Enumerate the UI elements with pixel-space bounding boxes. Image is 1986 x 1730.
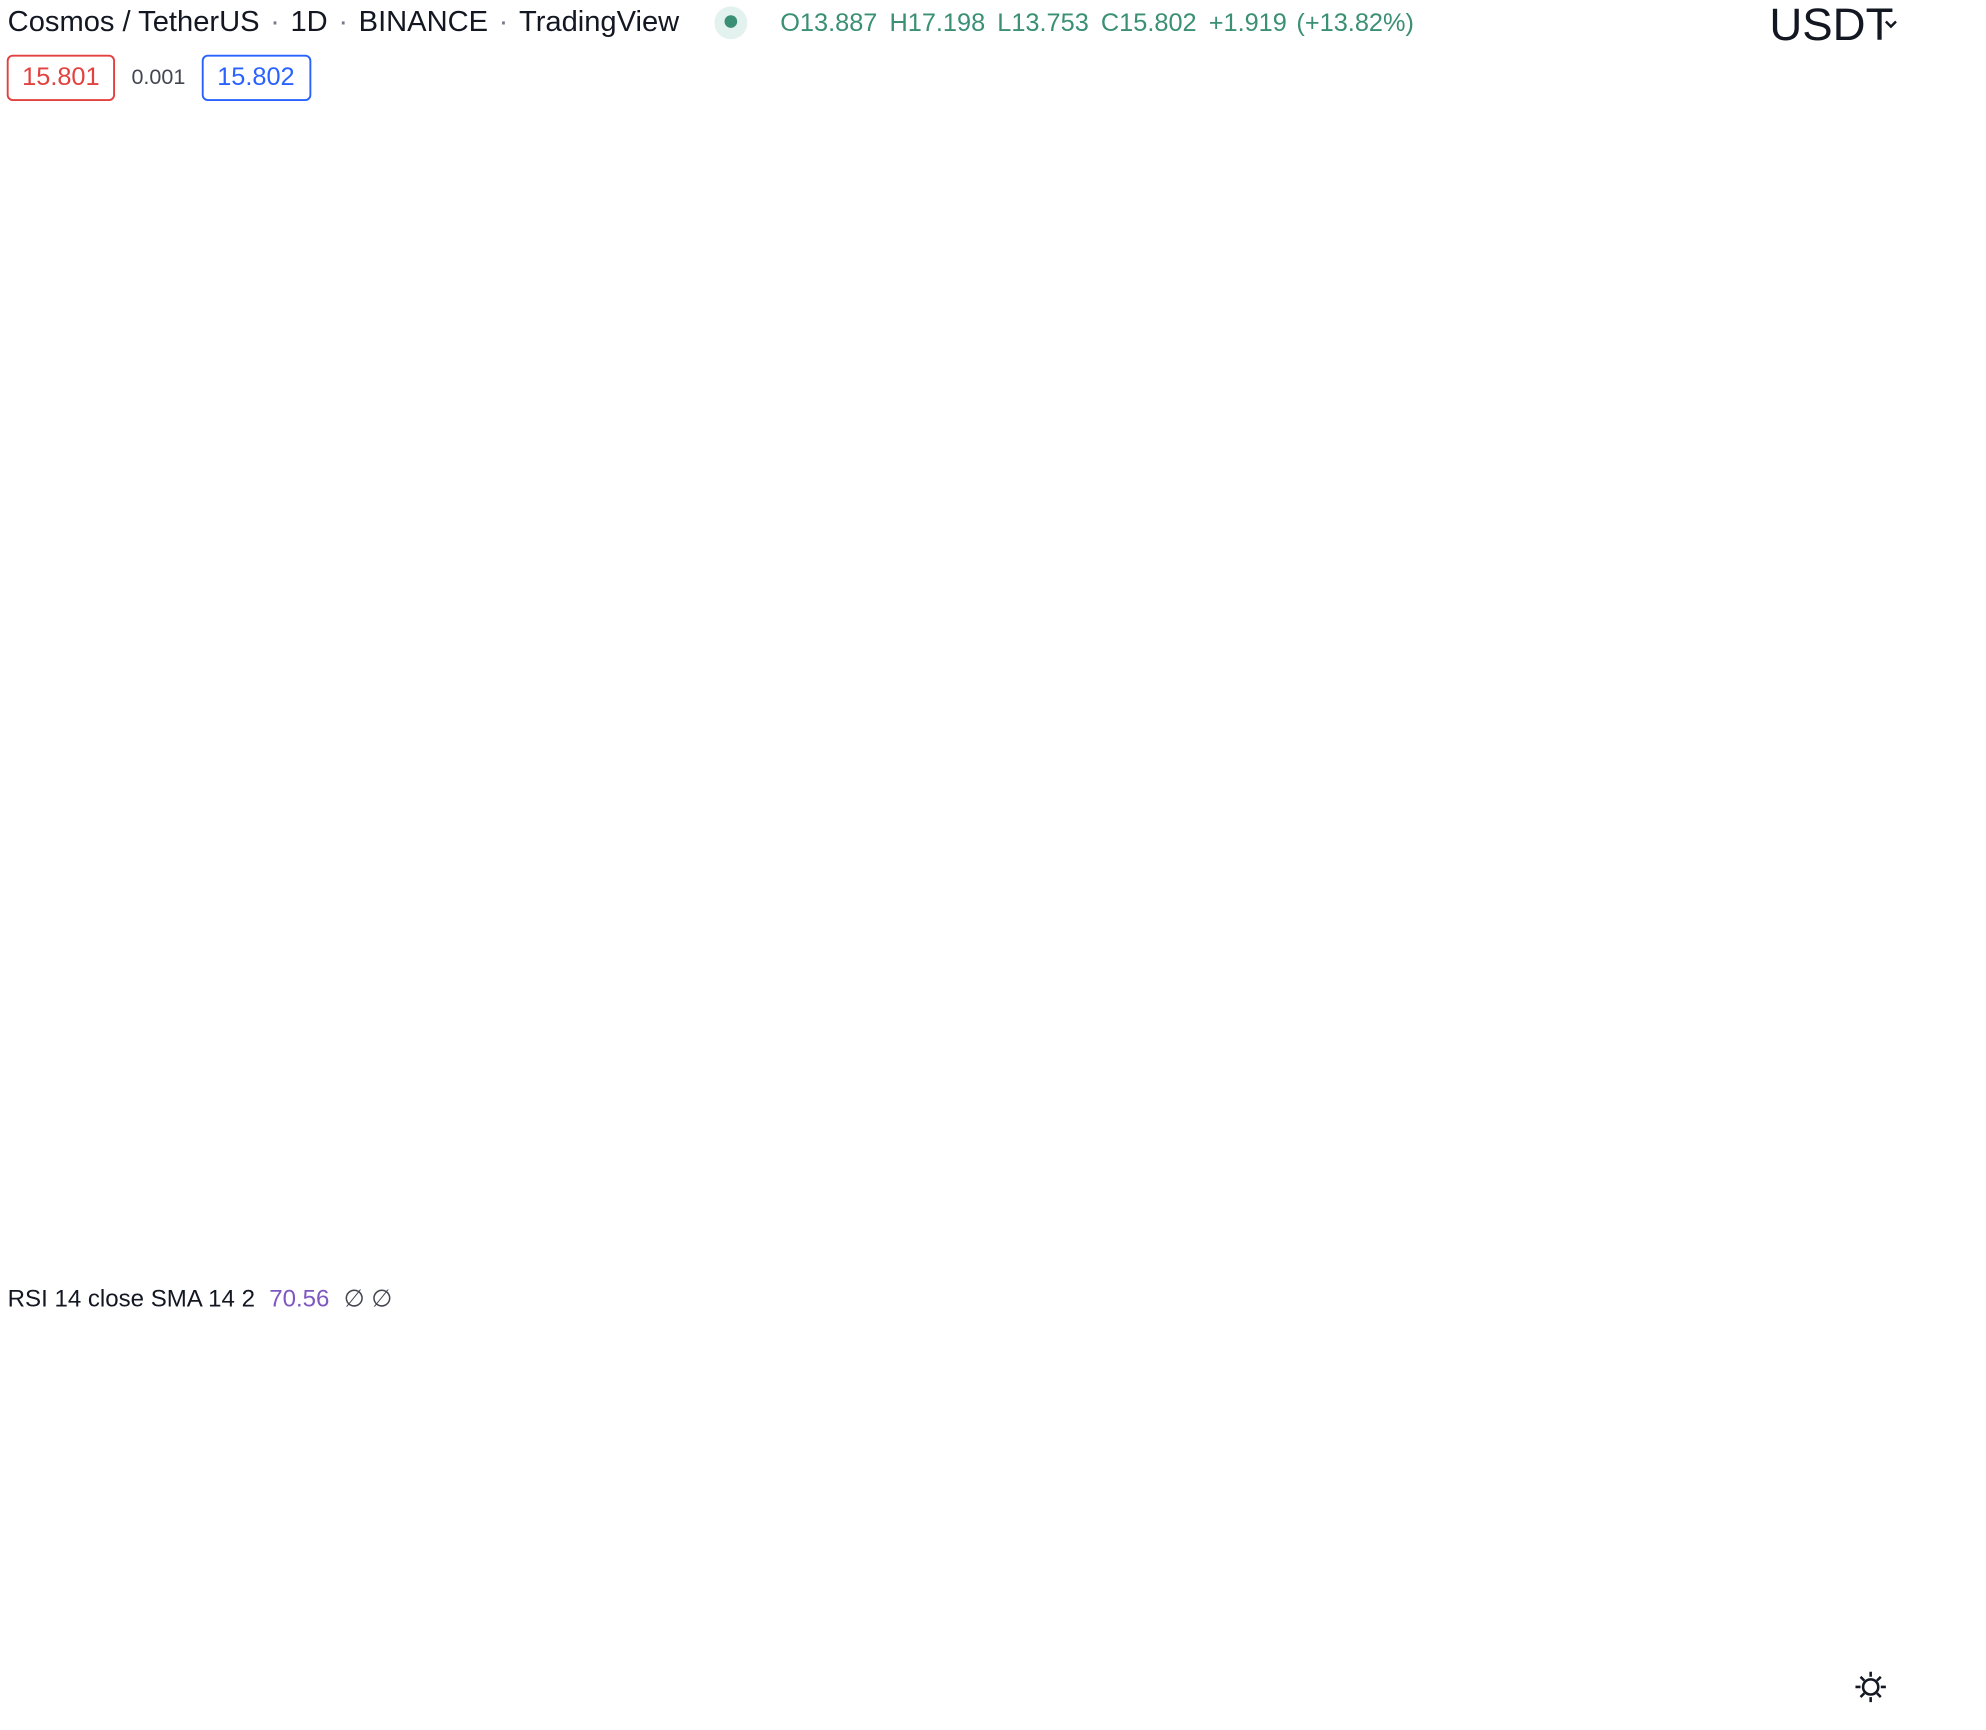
ask[interactable]: 15.802 (217, 63, 294, 91)
separator: · (270, 5, 280, 37)
ask-box[interactable] (201, 54, 312, 102)
low-value: 13.753 (1011, 9, 1088, 37)
rsi-legend: RSI 14 close SMA 14 2 70.56 ∅ ∅ (8, 1286, 393, 1313)
spread: 0.001 (131, 65, 185, 89)
ohlc-label: C (1101, 9, 1119, 37)
separator: · (499, 5, 509, 37)
symbol-line: Cosmos / TetherUS · 1D · BINANCE · Tradi… (8, 5, 681, 37)
change: +1.919 (1209, 9, 1287, 37)
ohlc-line: O13.887 H17.198 L13.753 C15.802 +1.919 (… (780, 9, 1414, 37)
interval: 1D (290, 5, 327, 37)
settings-rays[interactable] (1855, 1671, 1886, 1703)
bid[interactable]: 15.801 (22, 63, 99, 91)
rsi-legend-backdrop (0, 1279, 403, 1323)
settings-core[interactable] (1861, 1678, 1880, 1696)
ohlc-label: O (780, 9, 800, 37)
exchange: BINANCE (359, 5, 488, 37)
rsi-value: 70.56 (269, 1286, 329, 1313)
ohlc-label: L (997, 9, 1011, 37)
ohlc-label: H (889, 9, 907, 37)
symbol: Cosmos / TetherUS (8, 5, 260, 37)
high-value: 17.198 (908, 9, 985, 37)
settings-icon[interactable] (1855, 1671, 1886, 1703)
status-dot (724, 15, 738, 28)
currency[interactable]: USDT (1769, 0, 1893, 50)
close-value: 15.802 (1119, 9, 1196, 37)
currency-caret[interactable] (1884, 20, 1897, 29)
rsi-name: RSI 14 close SMA 14 2 (8, 1286, 255, 1313)
currency-backdrop (1747, 0, 1986, 51)
source: TradingView (519, 5, 680, 37)
bid-box[interactable] (6, 54, 116, 102)
separator: · (338, 5, 348, 37)
rsi-hidden-plots: ∅ ∅ (344, 1286, 393, 1313)
change-pct: (+13.82%) (1296, 9, 1414, 37)
open-value: 13.887 (800, 9, 877, 37)
